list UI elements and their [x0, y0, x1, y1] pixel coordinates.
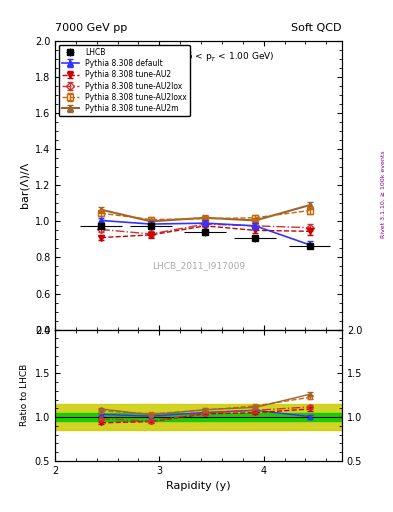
- Text: 7000 GeV pp: 7000 GeV pp: [55, 23, 127, 33]
- Y-axis label: Ratio to LHCB: Ratio to LHCB: [20, 364, 29, 426]
- Y-axis label: bar(Λ)/Λ: bar(Λ)/Λ: [19, 162, 29, 208]
- Text: Soft QCD: Soft QCD: [292, 23, 342, 33]
- Bar: [55, 404, 342, 430]
- X-axis label: Rapidity (y): Rapidity (y): [166, 481, 231, 491]
- Legend: LHCB, Pythia 8.308 default, Pythia 8.308 tune-AU2, Pythia 8.308 tune-AU2lox, Pyt: LHCB, Pythia 8.308 default, Pythia 8.308…: [59, 45, 189, 116]
- Text: $\bar{\Lambda}/\Lambda$ vs |y| (0.65 < p$_T$ < 1.00 GeV): $\bar{\Lambda}/\Lambda$ vs |y| (0.65 < p…: [123, 50, 274, 65]
- Bar: [55, 413, 342, 421]
- Text: Rivet 3.1.10, ≥ 100k events: Rivet 3.1.10, ≥ 100k events: [381, 151, 386, 239]
- Text: LHCB_2011_I917009: LHCB_2011_I917009: [152, 262, 245, 271]
